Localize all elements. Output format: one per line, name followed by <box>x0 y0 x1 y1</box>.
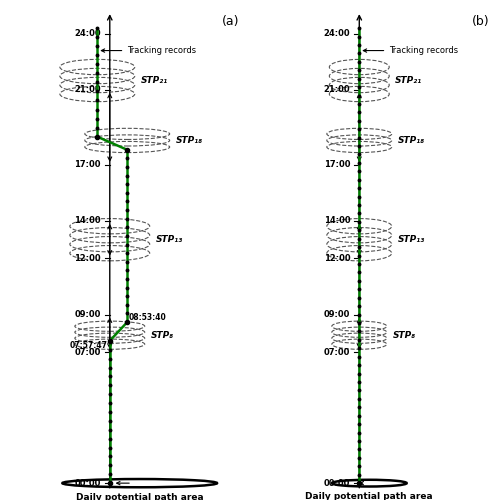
Text: 24:00: 24:00 <box>74 29 101 38</box>
Text: 21:00: 21:00 <box>74 86 101 94</box>
Text: 00:00: 00:00 <box>74 478 101 488</box>
Text: 21:00: 21:00 <box>324 86 350 94</box>
Text: Tracking records: Tracking records <box>363 46 459 55</box>
Text: STP₁₃: STP₁₃ <box>156 235 183 244</box>
Text: STP₈: STP₈ <box>393 330 416 340</box>
Text: 07:00: 07:00 <box>324 348 350 356</box>
Text: 12:00: 12:00 <box>74 254 101 263</box>
Text: 07:00: 07:00 <box>74 348 101 356</box>
Text: Daily potential path area: Daily potential path area <box>76 492 204 500</box>
Text: Tracking records: Tracking records <box>101 46 197 55</box>
Text: 07:57:47: 07:57:47 <box>69 341 107 350</box>
Text: 17:00: 17:00 <box>74 160 101 170</box>
Text: 14:00: 14:00 <box>74 216 101 226</box>
Text: 12:00: 12:00 <box>324 254 350 263</box>
Text: 24:00: 24:00 <box>324 29 350 38</box>
Text: STP₂₁: STP₂₁ <box>141 76 168 85</box>
Text: 09:00: 09:00 <box>74 310 101 319</box>
Text: 09:00: 09:00 <box>324 310 350 319</box>
Text: 08:53:40: 08:53:40 <box>129 313 167 322</box>
Text: STP₈: STP₈ <box>151 330 174 340</box>
Text: STP₁₃: STP₁₃ <box>398 235 425 244</box>
Text: 00:00: 00:00 <box>324 478 350 488</box>
Text: (a): (a) <box>222 15 240 28</box>
Text: (b): (b) <box>472 15 489 28</box>
Text: STP₂₁: STP₂₁ <box>395 76 423 85</box>
Text: Daily potential path area: Daily potential path area <box>305 492 433 500</box>
Text: STP₁₈: STP₁₈ <box>398 136 425 145</box>
Text: 17:00: 17:00 <box>324 160 350 170</box>
Text: STP₁₈: STP₁₈ <box>176 136 203 145</box>
Text: 14:00: 14:00 <box>324 216 350 226</box>
